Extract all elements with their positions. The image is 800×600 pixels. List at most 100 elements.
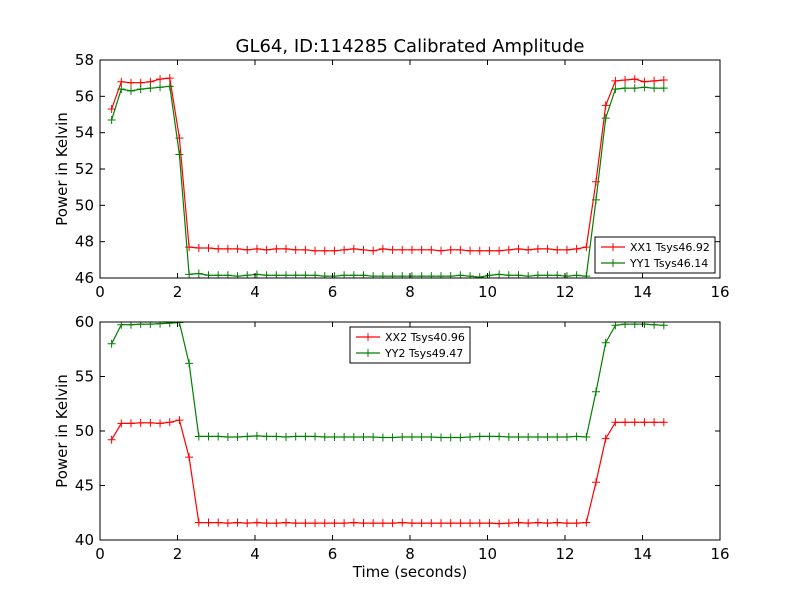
data-point (417, 519, 426, 528)
data-point (543, 519, 552, 528)
data-point (495, 270, 504, 278)
x-tick-label: 0 (95, 545, 105, 563)
data-point (533, 518, 542, 527)
data-point (592, 478, 600, 487)
data-point (194, 244, 203, 253)
data-point (504, 519, 513, 528)
data-point (466, 246, 475, 255)
data-point (340, 519, 349, 528)
data-point (466, 432, 475, 441)
x-tick-label: 6 (328, 545, 338, 563)
data-point (446, 519, 455, 528)
data-point (369, 246, 378, 255)
data-point (117, 419, 126, 428)
data-point (185, 453, 194, 462)
data-point (301, 432, 310, 441)
data-point (582, 432, 591, 441)
y-tick-label: 56 (75, 87, 94, 105)
x-tick-label: 14 (633, 545, 652, 563)
x-tick-label: 12 (555, 545, 574, 563)
data-point (437, 519, 445, 528)
data-point (223, 519, 232, 528)
data-point (340, 432, 349, 441)
y-tick-label: 58 (75, 51, 94, 69)
data-point (146, 418, 155, 427)
data-point (437, 433, 445, 442)
data-point (630, 322, 639, 329)
data-point (398, 518, 407, 527)
y-tick-label: 45 (75, 477, 94, 495)
legend-label-2: YY1 Tsys46.14 (629, 257, 708, 270)
data-point (446, 433, 455, 442)
data-point (330, 246, 339, 255)
x-tick-label: 16 (710, 545, 729, 563)
data-point (533, 432, 542, 441)
data-point (504, 432, 513, 441)
data-point (407, 245, 416, 254)
data-point (495, 519, 504, 528)
data-point (252, 518, 261, 527)
data-point (291, 432, 300, 441)
data-point (630, 75, 639, 84)
data-point (427, 245, 436, 254)
data-point (262, 519, 271, 528)
x-tick-label: 10 (478, 545, 497, 563)
data-point (504, 245, 513, 254)
data-point (621, 75, 630, 84)
data-point (272, 432, 281, 441)
data-point (136, 418, 145, 427)
data-point (456, 519, 465, 528)
data-point (456, 245, 465, 254)
data-point (282, 244, 290, 253)
data-point (175, 322, 184, 327)
data-point (407, 432, 416, 441)
data-point (282, 432, 290, 441)
data-point (601, 434, 610, 443)
data-point (156, 75, 165, 84)
data-point (398, 245, 407, 254)
data-point (156, 419, 165, 428)
y-tick-label: 52 (75, 160, 94, 178)
data-point (388, 433, 397, 442)
data-point (107, 339, 116, 348)
data-point (185, 359, 194, 368)
data-point (398, 272, 407, 278)
data-point (582, 243, 591, 252)
data-point (107, 435, 116, 444)
data-point (650, 84, 659, 93)
data-point (165, 74, 174, 83)
data-point (165, 418, 174, 427)
data-point (378, 519, 387, 528)
data-point (204, 244, 213, 253)
data-point (388, 272, 397, 278)
data-point (572, 244, 581, 253)
data-point (185, 270, 194, 278)
data-point (117, 77, 126, 86)
y-tick-label: 54 (75, 124, 94, 142)
data-point (291, 245, 300, 254)
y-tick-label: 48 (75, 233, 94, 251)
data-point (582, 518, 591, 527)
data-point (640, 418, 649, 427)
data-point (223, 244, 232, 253)
data-point (582, 272, 591, 278)
bottom-plot: 0 2 4 6 8 10 12 14 16 40 45 50 55 60 Power in Kelvin Ti… (53, 313, 730, 581)
data-point (252, 244, 261, 253)
data-point (378, 433, 387, 442)
legend-marker-1 (609, 243, 617, 251)
data-point (388, 245, 397, 254)
data-point (621, 84, 630, 93)
data-point (630, 418, 639, 427)
data-point (562, 432, 571, 441)
data-point (311, 519, 320, 528)
data-point (349, 244, 358, 253)
data-point (301, 245, 310, 254)
data-point (611, 418, 620, 427)
x-tick-label: 8 (405, 545, 415, 563)
data-point (311, 246, 320, 255)
data-point (407, 519, 416, 528)
data-point (475, 519, 484, 528)
data-point (214, 244, 223, 253)
data-point (485, 246, 494, 255)
data-point (514, 518, 523, 527)
